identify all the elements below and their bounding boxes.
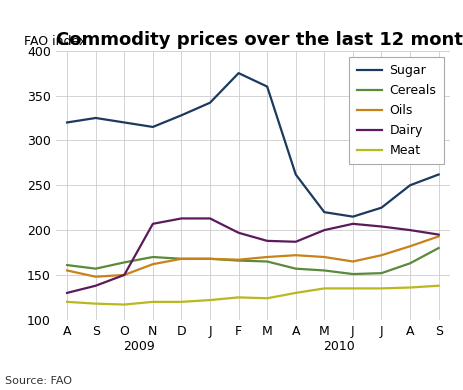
Sugar — [64, 120, 70, 125]
Sugar — [121, 120, 127, 125]
Meat — [378, 286, 383, 291]
Cereals — [292, 266, 298, 271]
Sugar — [292, 172, 298, 177]
Sugar — [321, 210, 326, 215]
Text: FAO index: FAO index — [24, 35, 86, 48]
Meat — [121, 302, 127, 307]
Sugar — [93, 115, 98, 120]
Oils — [64, 268, 70, 273]
Oils — [121, 273, 127, 277]
Dairy — [93, 284, 98, 288]
Dairy — [64, 291, 70, 295]
Sugar — [178, 113, 184, 118]
Sugar — [407, 183, 412, 188]
Cereals — [264, 259, 269, 264]
Oils — [264, 255, 269, 259]
Sugar — [150, 124, 155, 129]
Cereals — [64, 263, 70, 268]
Text: Source: FAO: Source: FAO — [5, 376, 71, 386]
Dairy — [321, 228, 326, 232]
Oils — [150, 262, 155, 266]
Oils — [321, 255, 326, 259]
Meat — [178, 300, 184, 304]
Meat — [292, 291, 298, 295]
Cereals — [235, 258, 241, 263]
Sugar — [207, 100, 213, 105]
Dairy — [407, 228, 412, 232]
Sugar — [235, 71, 241, 75]
Text: 2010: 2010 — [322, 340, 354, 353]
Sugar — [350, 214, 355, 219]
Dairy — [435, 232, 440, 237]
Cereals — [407, 261, 412, 266]
Dairy — [150, 222, 155, 226]
Meat — [350, 286, 355, 291]
Line: Meat: Meat — [67, 286, 438, 305]
Dairy — [235, 230, 241, 235]
Line: Oils: Oils — [67, 236, 438, 277]
Dairy — [264, 239, 269, 243]
Meat — [207, 298, 213, 302]
Oils — [178, 257, 184, 261]
Cereals — [321, 268, 326, 273]
Text: Commodity prices over the last 12 months: Commodity prices over the last 12 months — [56, 31, 463, 49]
Dairy — [292, 239, 298, 244]
Meat — [407, 285, 412, 290]
Cereals — [378, 271, 383, 275]
Line: Cereals: Cereals — [67, 248, 438, 274]
Cereals — [121, 260, 127, 265]
Oils — [407, 244, 412, 248]
Cereals — [435, 246, 440, 250]
Cereals — [178, 257, 184, 261]
Cereals — [350, 272, 355, 277]
Dairy — [207, 216, 213, 221]
Dairy — [378, 224, 383, 229]
Line: Dairy: Dairy — [67, 218, 438, 293]
Oils — [207, 257, 213, 261]
Oils — [435, 234, 440, 239]
Oils — [378, 253, 383, 257]
Oils — [93, 275, 98, 279]
Dairy — [350, 222, 355, 226]
Oils — [292, 253, 298, 257]
Meat — [150, 300, 155, 304]
Meat — [93, 301, 98, 306]
Meat — [321, 286, 326, 291]
Meat — [264, 296, 269, 301]
Line: Sugar: Sugar — [67, 73, 438, 216]
Meat — [435, 284, 440, 288]
Legend: Sugar, Cereals, Oils, Dairy, Meat: Sugar, Cereals, Oils, Dairy, Meat — [349, 57, 443, 165]
Dairy — [178, 216, 184, 221]
Meat — [235, 295, 241, 300]
Sugar — [435, 172, 440, 177]
Cereals — [207, 257, 213, 261]
Sugar — [264, 84, 269, 89]
Cereals — [150, 255, 155, 259]
Text: 2009: 2009 — [122, 340, 154, 353]
Sugar — [378, 205, 383, 210]
Cereals — [93, 266, 98, 271]
Oils — [350, 259, 355, 264]
Oils — [235, 257, 241, 262]
Meat — [64, 300, 70, 304]
Dairy — [121, 273, 127, 277]
